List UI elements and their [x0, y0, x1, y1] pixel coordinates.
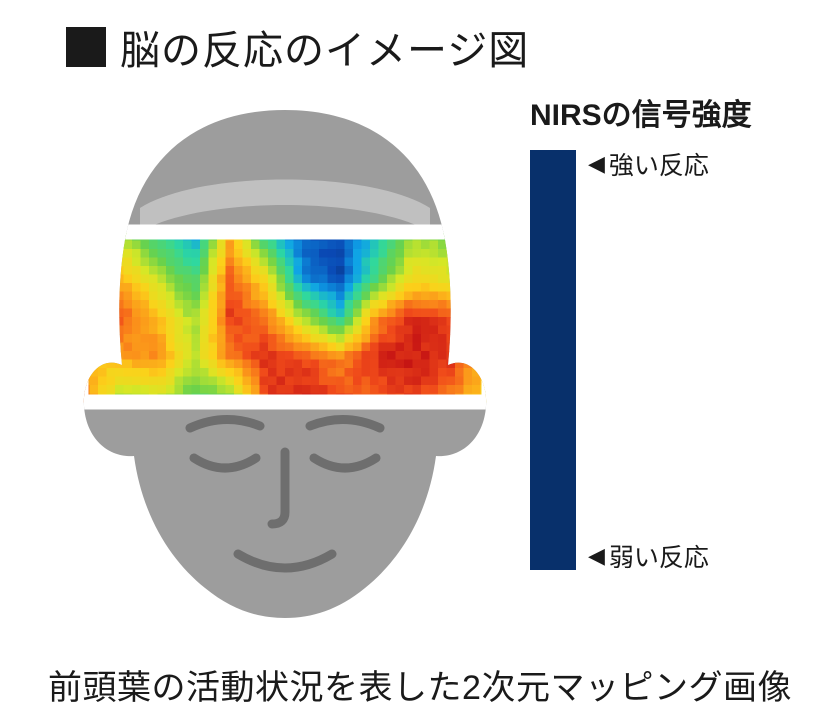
- legend-high-label: ◀ 強い反応: [588, 146, 709, 182]
- title-bullet-square-icon: [66, 27, 106, 67]
- legend-low-label: ◀ 弱い反応: [588, 538, 709, 574]
- caption: 前頭葉の活動状況を表した2次元マッピング画像: [0, 660, 840, 709]
- legend-low-text: 弱い反応: [609, 538, 709, 574]
- legend-high-text: 強い反応: [609, 146, 709, 182]
- diagram-stage: 脳の反応のイメージ図: [0, 0, 840, 727]
- triangle-left-icon: ◀: [588, 545, 605, 567]
- forehead-heatmap: [81, 232, 490, 403]
- head-illustration: [70, 100, 500, 620]
- page-title: 脳の反応のイメージ図: [120, 18, 529, 76]
- legend-labels: ◀ 強い反応 ◀ 弱い反応: [588, 150, 820, 570]
- title-row: 脳の反応のイメージ図: [66, 18, 529, 76]
- legend-body: ◀ 強い反応 ◀ 弱い反応: [530, 150, 820, 570]
- head-svg: [70, 100, 500, 620]
- legend-title: NIRSの信号強度: [530, 90, 820, 134]
- legend: NIRSの信号強度 ◀ 強い反応 ◀ 弱い反応: [530, 90, 820, 570]
- triangle-left-icon: ◀: [588, 153, 605, 175]
- legend-colorbar: [530, 150, 576, 570]
